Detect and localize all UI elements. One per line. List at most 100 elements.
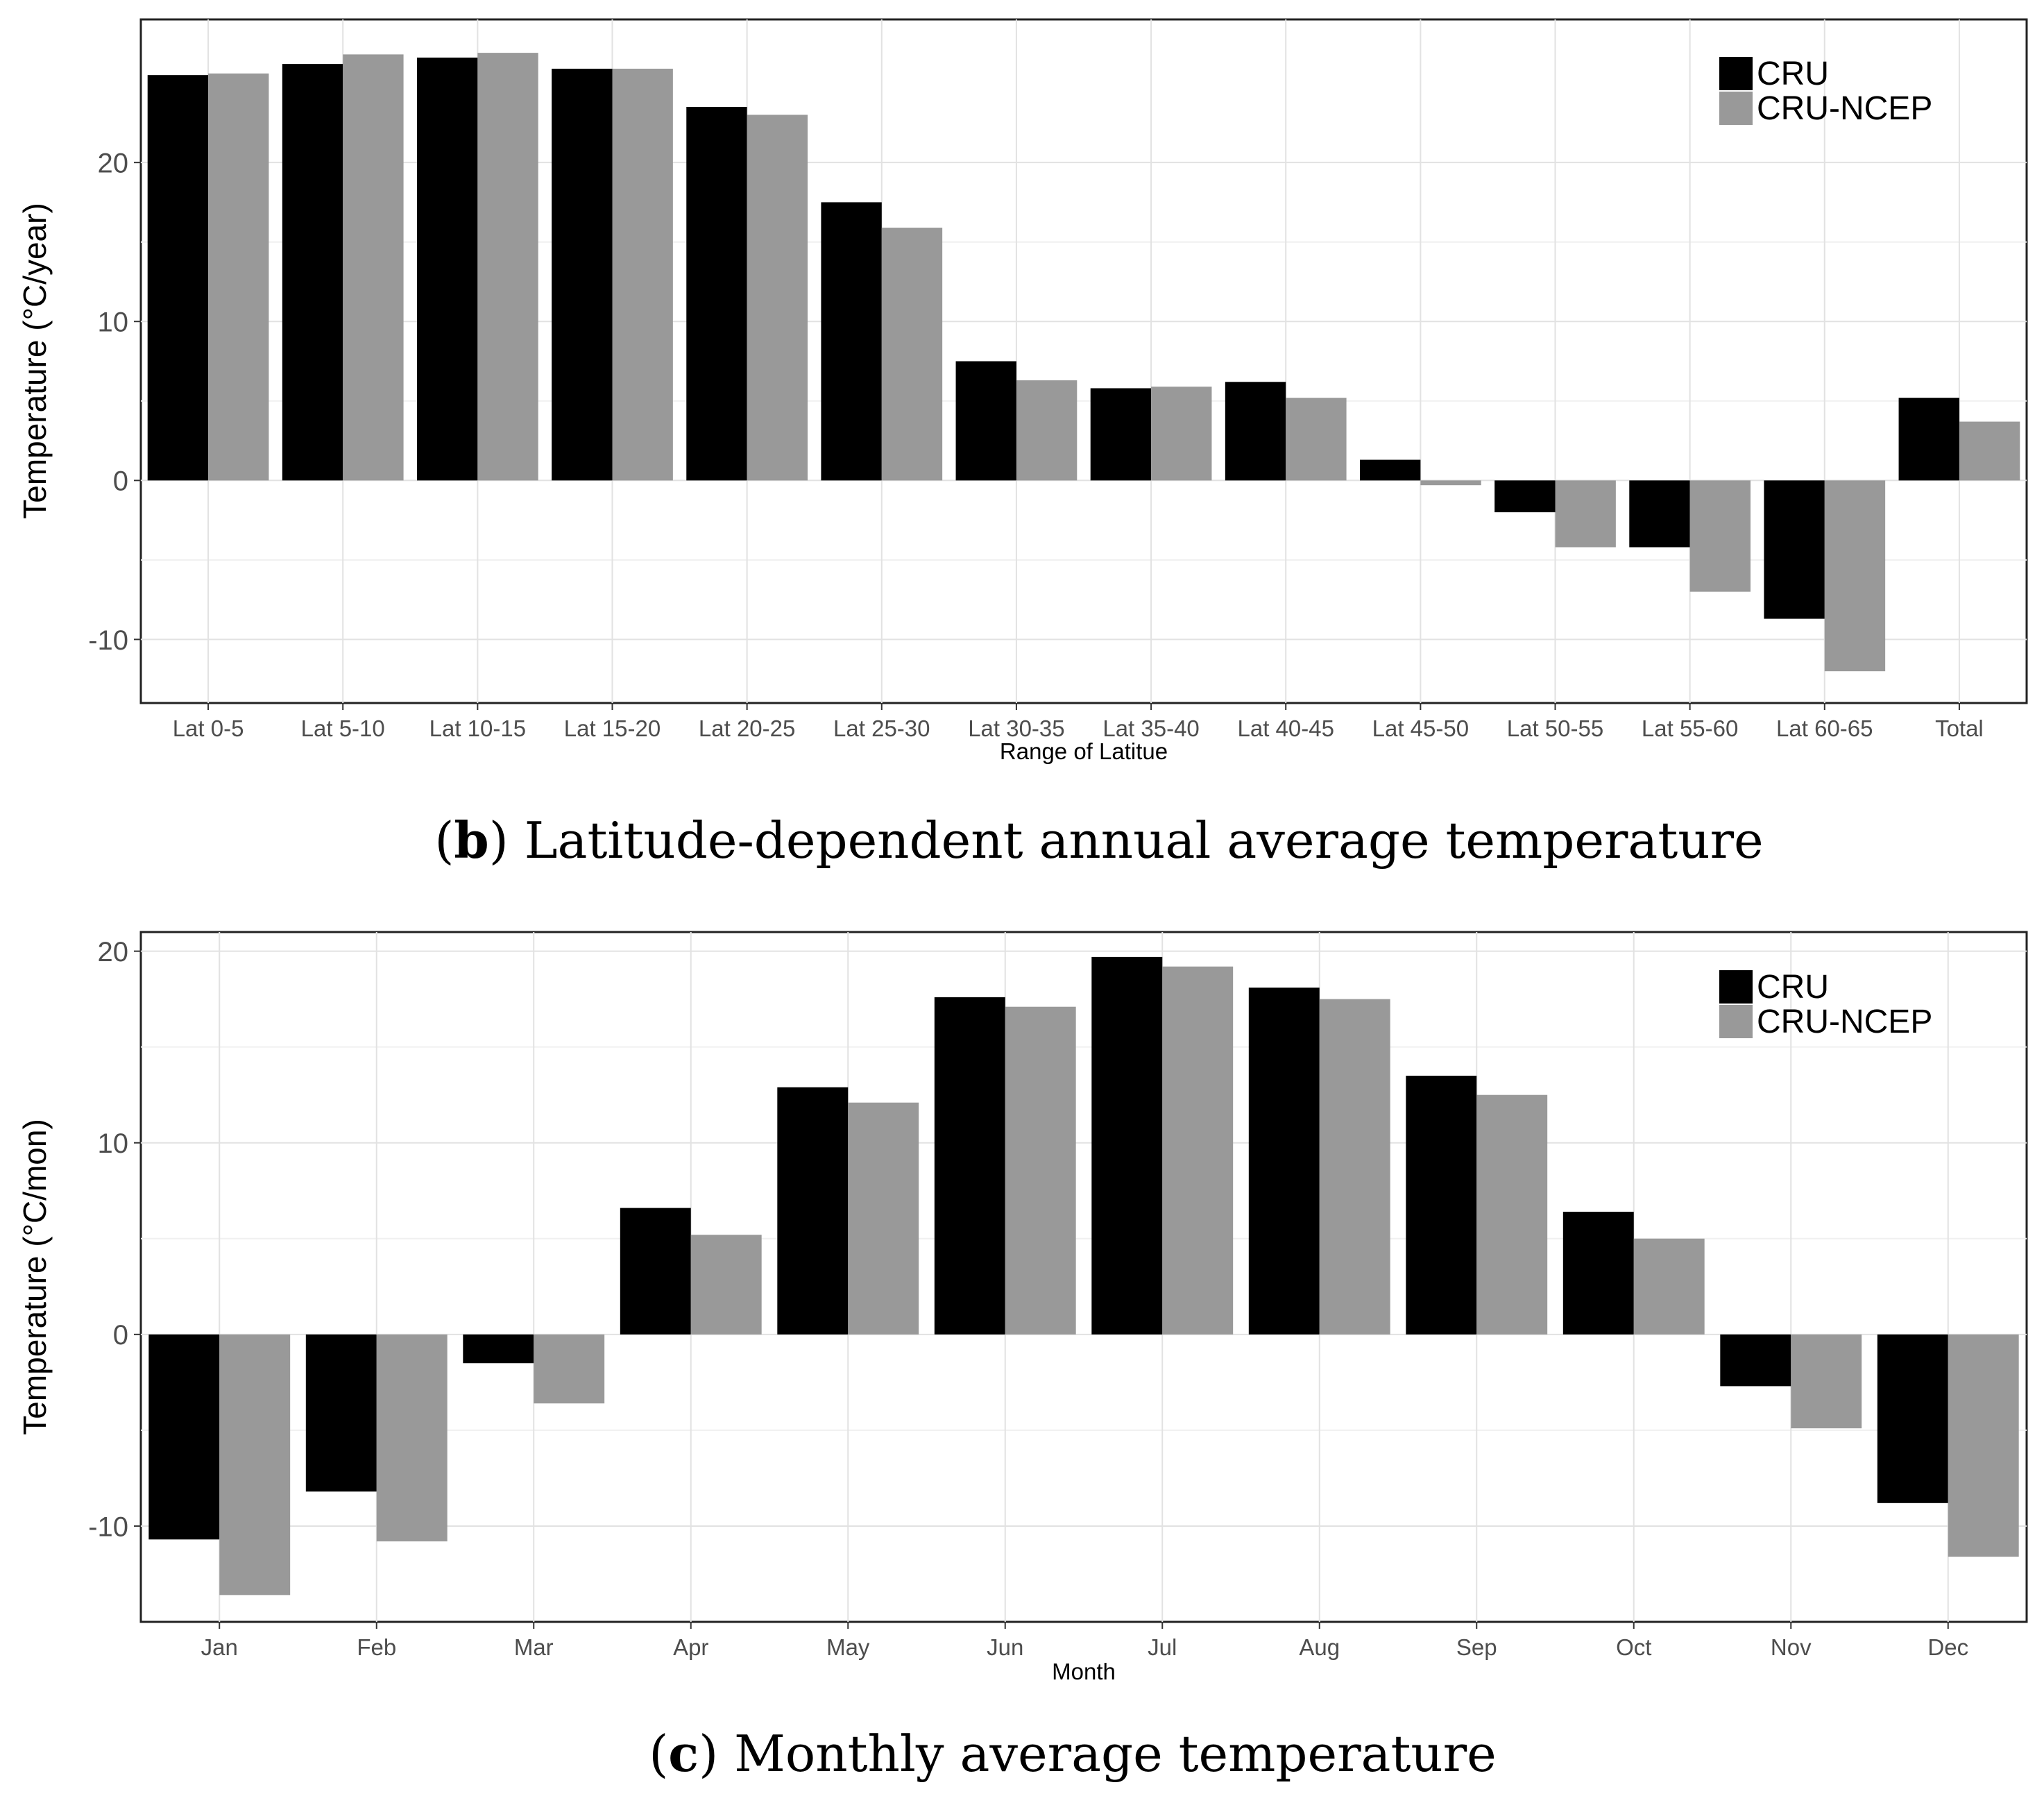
caption-paren-open: ( bbox=[649, 1725, 668, 1783]
bar-cru-aug bbox=[1248, 988, 1320, 1335]
x-tick-label: Lat 30-35 bbox=[968, 716, 1064, 741]
legend: CRU CRU-NCEP bbox=[1719, 56, 1932, 127]
bar-cru-ncep-lat-15-20 bbox=[612, 69, 673, 481]
x-tick-label: Apr bbox=[673, 1634, 708, 1660]
bar-cru-ncep-lat-60-65 bbox=[1824, 480, 1886, 672]
bar-cru-ncep-feb bbox=[376, 1334, 448, 1542]
x-tick-label: Lat 15-20 bbox=[564, 716, 661, 741]
x-tick-label: Lat 55-60 bbox=[1642, 716, 1738, 741]
y-tick-label: 10 bbox=[98, 307, 129, 338]
x-tick-label: Total bbox=[1935, 716, 1984, 741]
x-tick-label: Jul bbox=[1148, 1634, 1177, 1660]
y-tick-label: 20 bbox=[98, 937, 129, 967]
bar-cru-ncep-jul bbox=[1162, 966, 1234, 1335]
caption-paren-close: ) bbox=[489, 811, 509, 870]
plot-panel-border bbox=[139, 18, 2028, 704]
x-tick-label: Aug bbox=[1299, 1634, 1340, 1660]
caption-text: Latitude-dependent annual average temper… bbox=[509, 811, 1764, 870]
bar-cru-ncep-may bbox=[848, 1102, 919, 1335]
x-tick-label: Lat 5-10 bbox=[301, 716, 385, 741]
bar-cru-ncep-lat-25-30 bbox=[881, 228, 943, 481]
bar-cru-lat-0-5 bbox=[147, 75, 209, 481]
x-tick-label: Lat 60-65 bbox=[1776, 716, 1873, 741]
caption-c: (c) Monthly average temperature bbox=[649, 1724, 1497, 1783]
legend-swatch-cru bbox=[1719, 970, 1753, 1004]
x-tick-label: Lat 0-5 bbox=[173, 716, 244, 741]
bar-cru-lat-10-15 bbox=[416, 57, 478, 481]
bar-cru-ncep-total bbox=[1959, 421, 2020, 481]
y-tick-label: -10 bbox=[88, 625, 128, 656]
bar-cru-lat-45-50 bbox=[1359, 459, 1421, 481]
legend-label-cru: CRU bbox=[1757, 56, 1829, 92]
bar-cru-apr bbox=[620, 1208, 691, 1335]
legend-swatch-cru-ncep bbox=[1719, 1005, 1753, 1038]
x-tick-label: Feb bbox=[357, 1634, 396, 1660]
bar-cru-lat-50-55 bbox=[1494, 480, 1556, 513]
bar-cru-ncep-lat-50-55 bbox=[1555, 480, 1616, 548]
caption-paren-open: ( bbox=[434, 811, 454, 870]
bar-cru-mar bbox=[463, 1334, 534, 1364]
bar-cru-feb bbox=[305, 1334, 377, 1492]
panel-c-chart: -10 0 10 20 Jan Feb Mar Apr May Jun Jul Aug Sep Oct No… bbox=[17, 931, 2028, 1783]
bar-cru-lat-5-10 bbox=[282, 64, 343, 481]
x-tick-label: Dec bbox=[1927, 1634, 1968, 1660]
x-tick-label: May bbox=[826, 1634, 870, 1660]
bar-cru-lat-30-35 bbox=[955, 361, 1016, 481]
caption-text: Monthly average temperature bbox=[718, 1725, 1497, 1783]
y-tick-label: 20 bbox=[98, 149, 129, 179]
bar-cru-dec bbox=[1877, 1334, 1948, 1503]
x-axis-title: Range of Latitue bbox=[1000, 738, 1168, 764]
x-tick-label: Lat 50-55 bbox=[1507, 716, 1603, 741]
bar-cru-ncep-lat-30-35 bbox=[1016, 380, 1078, 481]
bar-cru-ncep-jun bbox=[1005, 1006, 1076, 1335]
caption-letter: c bbox=[668, 1724, 699, 1783]
bar-cru-total bbox=[1898, 398, 1959, 481]
x-tick-label: Lat 45-50 bbox=[1372, 716, 1469, 741]
y-tick-label: 0 bbox=[113, 466, 128, 497]
legend-label-cru-ncep: CRU-NCEP bbox=[1757, 1004, 1932, 1040]
x-tick-label: Mar bbox=[514, 1634, 554, 1660]
bar-cru-lat-35-40 bbox=[1090, 388, 1152, 481]
x-tick-label: Jun bbox=[987, 1634, 1023, 1660]
bar-cru-ncep-lat-35-40 bbox=[1151, 387, 1212, 481]
caption-b: (b) Latitude-dependent annual average te… bbox=[434, 811, 1763, 870]
caption-paren-close: ) bbox=[699, 1725, 718, 1783]
bar-cru-nov bbox=[1720, 1334, 1791, 1387]
x-tick-label: Lat 25-30 bbox=[833, 716, 930, 741]
bar-cru-ncep-lat-40-45 bbox=[1286, 398, 1347, 481]
legend-label-cru-ncep: CRU-NCEP bbox=[1757, 90, 1932, 127]
bar-cru-ncep-aug bbox=[1319, 999, 1390, 1335]
bar-cru-lat-40-45 bbox=[1225, 382, 1286, 481]
x-tick-label: Lat 40-45 bbox=[1237, 716, 1334, 741]
panel-b-chart: -10 0 10 20 Lat 0-5 Lat 5-10 Lat 10-15 Lat 15-2… bbox=[17, 18, 2028, 870]
x-tick-label: Jan bbox=[201, 1634, 238, 1660]
x-tick-label: Lat 20-25 bbox=[699, 716, 795, 741]
bar-cru-ncep-lat-20-25 bbox=[747, 115, 808, 481]
bar-cru-ncep-nov bbox=[1791, 1334, 1862, 1429]
y-axis-title: Temperature (°C/mon) bbox=[17, 1119, 53, 1435]
bar-cru-lat-60-65 bbox=[1764, 480, 1825, 619]
bar-cru-lat-20-25 bbox=[686, 106, 747, 481]
x-axis-title: Month bbox=[1052, 1659, 1116, 1684]
bar-cru-ncep-jan bbox=[219, 1334, 291, 1595]
legend-swatch-cru bbox=[1719, 57, 1753, 90]
bar-cru-lat-25-30 bbox=[821, 202, 882, 481]
bar-cru-jul bbox=[1091, 956, 1163, 1335]
bar-cru-ncep-dec bbox=[1948, 1334, 2019, 1557]
bar-cru-ncep-apr bbox=[690, 1235, 762, 1335]
x-tick-label: Sep bbox=[1456, 1634, 1497, 1660]
caption-letter: b bbox=[454, 811, 488, 870]
legend: CRU CRU-NCEP bbox=[1719, 969, 1932, 1040]
bar-cru-ncep-lat-0-5 bbox=[208, 73, 269, 481]
bar-cru-lat-55-60 bbox=[1629, 480, 1690, 548]
y-tick-label: 0 bbox=[113, 1320, 128, 1351]
x-tick-label: Oct bbox=[1616, 1634, 1651, 1660]
bar-cru-ncep-lat-45-50 bbox=[1420, 480, 1481, 486]
legend-swatch-cru-ncep bbox=[1719, 92, 1753, 125]
y-axis-title: Temperature (°C/year) bbox=[17, 203, 53, 519]
bar-cru-ncep-oct bbox=[1633, 1238, 1705, 1335]
bar-cru-ncep-lat-55-60 bbox=[1689, 480, 1751, 592]
bar-cru-may bbox=[777, 1087, 849, 1335]
plot-panel-border bbox=[139, 931, 2028, 1623]
